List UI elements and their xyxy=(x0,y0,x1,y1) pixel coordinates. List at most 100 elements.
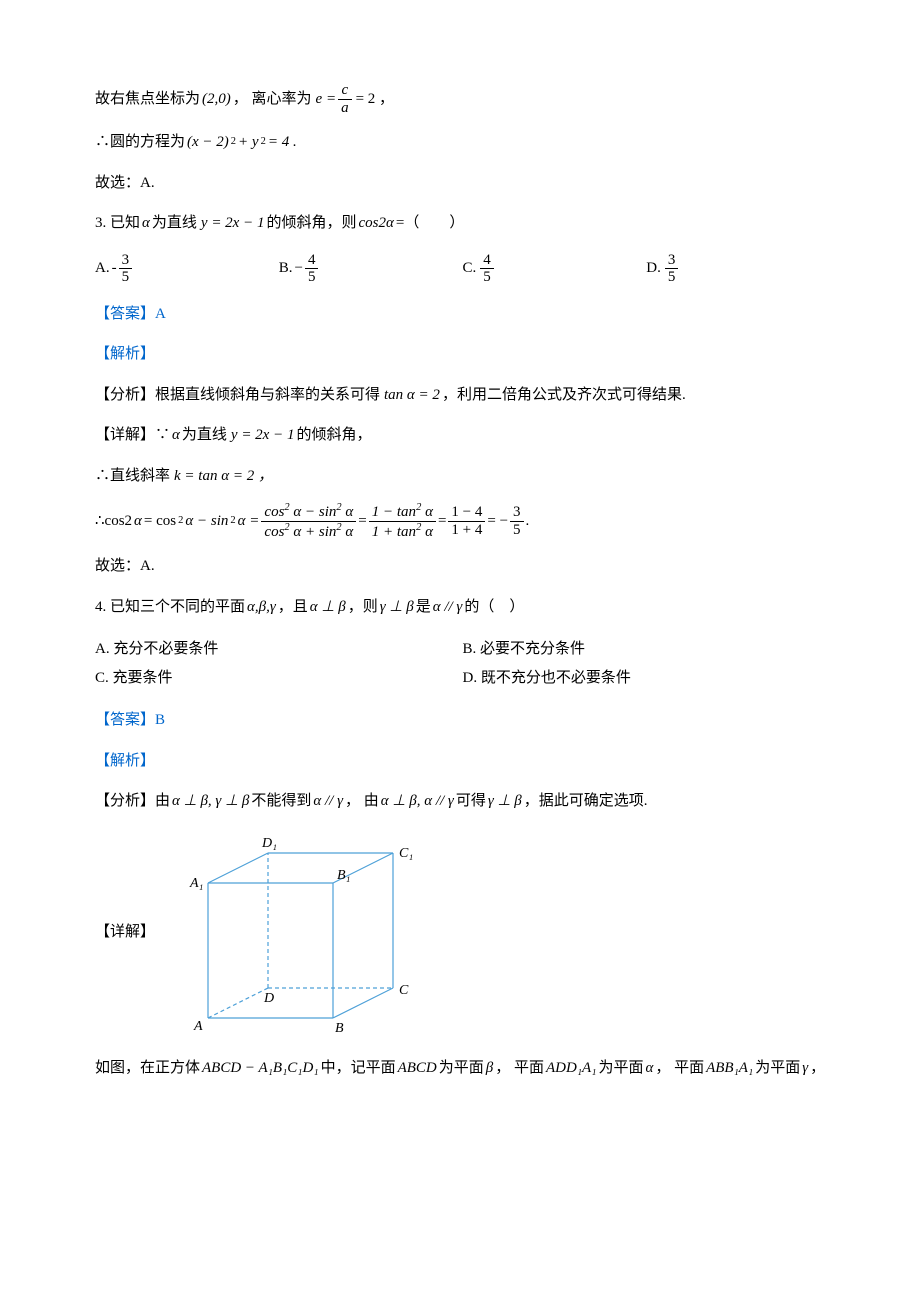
q4-option-c: C. 充要条件 xyxy=(95,664,463,693)
period: . xyxy=(526,507,530,536)
eq: = xyxy=(358,507,366,536)
den: a xyxy=(338,100,352,117)
circle-equation-line: ∴圆的方程为 (x − 2) 2 + y 2 = 4 . xyxy=(95,128,830,157)
greek: α xyxy=(645,1050,653,1086)
alpha: α xyxy=(142,209,150,238)
q4-detail-figure: 【详解】 ABCDA₁B₁C₁D₁ xyxy=(95,828,830,1038)
greek: γ ⊥ β xyxy=(380,593,414,622)
text: ，据此可确定选项. xyxy=(524,787,648,816)
q4-options: A. 充分不必要条件 B. 必要不充分条件 C. 充要条件 D. 既不充分也不必… xyxy=(95,635,830,692)
eq: y = 2x − 1 xyxy=(231,421,295,450)
q4-answer: 【答案】B xyxy=(95,706,830,735)
greek: α ⊥ β, γ ⊥ β xyxy=(172,787,249,816)
text: ， 离心率为 xyxy=(233,85,312,114)
q3-choose: 故选：A. xyxy=(95,552,830,581)
q3-options: A. - 3 5 B. − 4 5 C. 4 5 D. 3 5 xyxy=(95,252,830,286)
greek: γ xyxy=(802,1050,808,1086)
eq: α = xyxy=(238,507,260,536)
text: ， 平面 xyxy=(495,1050,544,1086)
num: c xyxy=(338,82,352,100)
num: cos2 α − sin2 α xyxy=(261,502,356,522)
greek: β xyxy=(486,1050,493,1086)
frac-c-a: c a xyxy=(338,82,352,116)
q3-cos-derivation: ∴cos2 α = cos 2 α − sin 2 α = cos2 α − s… xyxy=(95,502,830,540)
eq: = cos xyxy=(144,507,176,536)
greek: α ⊥ β xyxy=(310,593,346,622)
text: 中，记平面 xyxy=(321,1050,396,1086)
text: ， 由 xyxy=(345,787,379,816)
svg-text:D: D xyxy=(263,991,274,1006)
num: 1 − tan2 α xyxy=(369,502,436,522)
svg-text:A: A xyxy=(193,1019,203,1034)
frac: 4 5 xyxy=(480,252,494,286)
frac: 3 5 xyxy=(119,252,133,286)
svg-text:B₁: B₁ xyxy=(337,868,350,883)
frac3: 1 − 4 1 + 4 xyxy=(448,504,485,538)
q2-choose: 故选：A. xyxy=(95,169,830,198)
eq-rhs: = 2 ， xyxy=(356,85,394,114)
neg: - xyxy=(112,254,117,283)
frac2: 1 − tan2 α 1 + tan2 α xyxy=(369,502,436,540)
text: 为直线 xyxy=(152,209,197,238)
text: 3. 已知 xyxy=(95,209,140,238)
greek: γ ⊥ β xyxy=(488,787,522,816)
frac: 3 5 xyxy=(665,252,679,286)
q4-option-a: A. 充分不必要条件 xyxy=(95,635,463,664)
eq: α − sin xyxy=(185,507,228,536)
eq: tan α = 2 xyxy=(384,381,440,410)
frac1: cos2 α − sin2 α cos2 α + sin2 α xyxy=(261,502,356,540)
detail-label: 【详解】 xyxy=(95,918,155,947)
q3-stem: 3. 已知 α 为直线 y = 2x − 1 的倾斜角，则 cos2α =（ ） xyxy=(95,209,830,238)
num: 3 xyxy=(119,252,133,270)
text: 可得 xyxy=(456,787,486,816)
text: 4. 已知三个不同的平面 xyxy=(95,593,245,622)
alpha: α xyxy=(134,507,142,536)
q3-option-a: A. - 3 5 xyxy=(95,252,279,286)
svg-text:D₁: D₁ xyxy=(261,836,277,851)
text: ，且 xyxy=(278,593,308,622)
greek: α,β,γ xyxy=(247,593,276,622)
num: 1 − 4 xyxy=(448,504,485,522)
greek: α // γ xyxy=(313,787,343,816)
den: cos2 α + sin2 α xyxy=(261,522,356,541)
plane: ABB₁A₁ xyxy=(706,1050,753,1086)
eq-part: = 4 . xyxy=(268,128,297,157)
text: 的倾斜角， xyxy=(296,421,371,450)
text: ∴圆的方程为 xyxy=(95,128,185,157)
eq: k = tan α = 2 ， xyxy=(174,462,273,491)
greek: α ⊥ β, α // γ xyxy=(381,787,454,816)
den: 5 xyxy=(665,269,679,286)
num: 4 xyxy=(305,252,319,270)
neg: − xyxy=(295,254,303,283)
sup: 2 xyxy=(230,511,235,531)
num: 4 xyxy=(480,252,494,270)
text: 如图，在正方体 xyxy=(95,1050,200,1086)
svg-text:A₁: A₁ xyxy=(189,876,203,891)
q4-stem: 4. 已知三个不同的平面 α,β,γ ，且 α ⊥ β ，则 γ ⊥ β 是 α… xyxy=(95,593,830,622)
text: 【分析】由 xyxy=(95,787,170,816)
sup: 2 xyxy=(178,511,183,531)
cube-diagram: ABCDA₁B₁C₁D₁ xyxy=(163,828,433,1038)
text: =（ ） xyxy=(396,209,464,238)
q3-slope: ∴直线斜率 k = tan α = 2 ， xyxy=(95,462,830,491)
eq: = − xyxy=(487,507,508,536)
num: 3 xyxy=(510,504,524,522)
eq-part: + y xyxy=(238,128,259,157)
q3-option-c: C. 4 5 xyxy=(463,252,647,286)
eq-lhs: e = xyxy=(316,85,337,114)
text: 为平面 xyxy=(439,1050,484,1086)
greek: α // γ xyxy=(433,593,463,622)
text: ∴直线斜率 xyxy=(95,462,170,491)
q3-option-d: D. 3 5 xyxy=(646,252,830,286)
text: 【分析】根据直线倾斜角与斜率的关系可得 xyxy=(95,381,380,410)
den: 1 + tan2 α xyxy=(369,522,436,541)
eq-part: (x − 2) xyxy=(187,128,229,157)
text: 不能得到 xyxy=(251,787,311,816)
focus-eccentricity-line: 故右焦点坐标为 (2,0) ， 离心率为 e = c a = 2 ， xyxy=(95,82,830,116)
plane: ADD₁A₁ xyxy=(546,1050,596,1086)
text: 的倾斜角，则 xyxy=(266,209,356,238)
text: 【详解】∵ xyxy=(95,421,170,450)
den: 5 xyxy=(119,269,133,286)
text: ，则 xyxy=(348,593,378,622)
frac4: 3 5 xyxy=(510,504,524,538)
